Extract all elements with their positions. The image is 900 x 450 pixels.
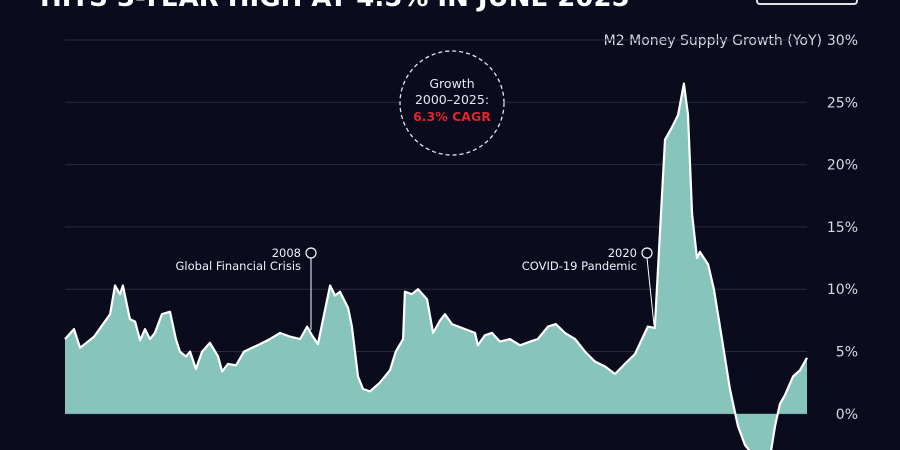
logo-box	[756, 0, 858, 5]
y-tick-label: 5%	[836, 345, 858, 361]
y-axis-label: M2 Money Supply Growth (YoY)	[604, 33, 822, 49]
area-fill	[65, 83, 807, 450]
annotation-year: 2008	[272, 246, 301, 260]
callout-text: Growth	[429, 76, 474, 91]
annotation-leader	[646, 257, 655, 326]
y-tick-label: 15%	[827, 220, 858, 236]
annotation-marker	[305, 247, 317, 259]
callout-highlight: 6.3% CAGR	[413, 109, 491, 124]
annotation-2020: 2020 COVID-19 Pandemic	[522, 246, 655, 326]
cagr-callout: Growth 2000–2025: 6.3% CAGR	[399, 50, 505, 156]
annotation-label: COVID-19 Pandemic	[522, 259, 637, 273]
tick-labels: 0% 5% 10% 15% 20% 25% 30%	[827, 33, 858, 423]
annotation-year: 2020	[608, 246, 637, 260]
y-tick-label: 30%	[827, 33, 858, 49]
area-line	[64, 82, 808, 450]
y-tick-label: 10%	[827, 282, 858, 298]
chart-title: HITS 3-YEAR HIGH AT 4.5% IN JUNE 2025	[40, 0, 630, 13]
y-tick-label: 20%	[827, 158, 858, 174]
y-tick-label: 0%	[836, 407, 858, 423]
plot-area	[64, 82, 808, 450]
annotation-marker	[641, 247, 653, 259]
annotation-2008: 2008 Global Financial Crisis	[176, 246, 317, 330]
callout-circle	[399, 50, 505, 156]
callout-text: 2000–2025:	[415, 92, 489, 107]
annotation-label: Global Financial Crisis	[176, 259, 301, 273]
y-tick-label: 25%	[827, 95, 858, 111]
